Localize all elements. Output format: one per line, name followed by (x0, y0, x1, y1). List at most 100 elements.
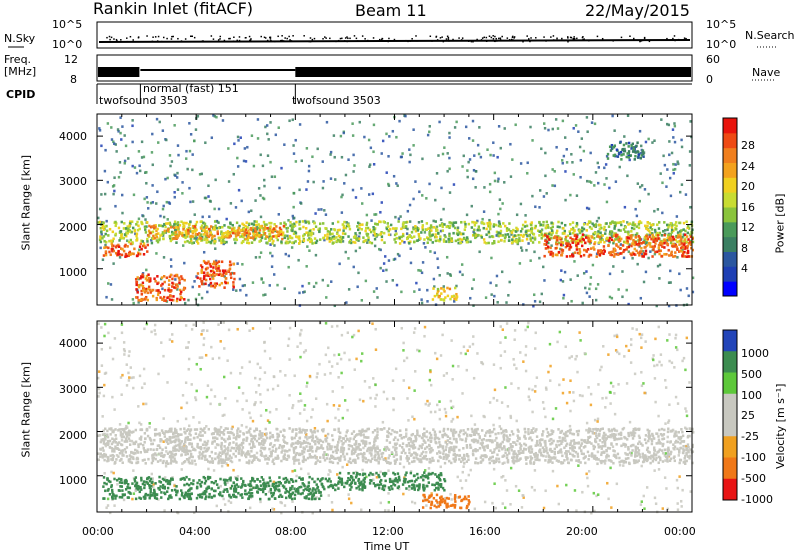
echo-cell (132, 252, 135, 256)
echo-cell (330, 325, 334, 328)
echo-cell (177, 435, 180, 438)
echo-cell (184, 417, 188, 421)
echo-cell (392, 438, 396, 442)
echo-cell (178, 281, 181, 284)
echo-cell (440, 292, 443, 295)
echo-cell (653, 252, 657, 256)
nsky-point (349, 37, 351, 40)
echo-cell (460, 263, 464, 266)
echo-cell (551, 127, 554, 131)
echo-cell (202, 276, 206, 280)
echo-cell (319, 222, 322, 226)
echo-cell (226, 463, 230, 467)
echo-cell (191, 168, 194, 172)
echo-cell (477, 225, 481, 229)
echo-cell (687, 242, 690, 245)
echo-cell (534, 205, 537, 209)
echo-cell (636, 150, 639, 153)
nsky-point (171, 35, 173, 38)
echo-cell (642, 152, 645, 156)
echo-cell (630, 451, 633, 455)
echo-cell (121, 247, 124, 251)
echo-cell (540, 233, 544, 236)
echo-cell (141, 240, 145, 243)
echo-cell (190, 239, 193, 243)
echo-cell (673, 223, 677, 227)
echo-cell (441, 333, 444, 337)
echo-cell (140, 140, 144, 144)
echo-cell (504, 386, 507, 389)
echo-cell (291, 428, 295, 431)
echo-cell (533, 236, 537, 240)
echo-cell (640, 384, 644, 388)
echo-cell (538, 241, 541, 244)
echo-cell (202, 329, 205, 332)
echo-cell (593, 231, 597, 235)
echo-cell (631, 150, 635, 153)
nsky-point (116, 40, 118, 42)
echo-cell (612, 433, 616, 436)
echo-cell (396, 184, 399, 188)
echo-cell (634, 151, 637, 154)
echo-cell (217, 273, 221, 277)
echo-cell (638, 245, 641, 248)
echo-cell (503, 350, 507, 353)
echo-cell (321, 160, 324, 163)
echo-cell (120, 393, 123, 396)
echo-cell (656, 264, 660, 268)
echo-cell (450, 221, 453, 225)
nave-tick-top: 60 (706, 53, 720, 66)
echo-cell (499, 427, 503, 431)
echo-cell (231, 227, 234, 230)
echo-cell (684, 237, 687, 241)
echo-cell (217, 236, 220, 240)
echo-cell (102, 235, 106, 238)
echo-cell (555, 145, 558, 149)
echo-cell (362, 236, 365, 239)
echo-cell (191, 285, 194, 289)
echo-cell (180, 454, 183, 457)
echo-cell (332, 134, 336, 137)
echo-cell (194, 463, 197, 466)
echo-cell (608, 295, 612, 299)
echo-cell (632, 146, 636, 149)
echo-cell (227, 510, 230, 513)
echo-cell (363, 440, 366, 443)
echo-cell (413, 417, 416, 421)
echo-cell (358, 429, 361, 433)
echo-cell (356, 225, 359, 228)
echo-cell (343, 351, 346, 355)
echo-cell (459, 479, 462, 482)
echo-cell (391, 279, 394, 282)
echo-cell (122, 435, 126, 439)
echo-cell (347, 158, 350, 161)
echo-cell (213, 234, 216, 238)
echo-cell (442, 374, 446, 377)
echo-cell (509, 416, 513, 420)
echo-cell (104, 250, 108, 253)
echo-cell (136, 276, 139, 279)
echo-cell (369, 459, 373, 463)
echo-cell (263, 223, 267, 227)
echo-cell (181, 181, 184, 184)
echo-cell (406, 397, 409, 400)
echo-cell (482, 222, 486, 226)
echo-cell (676, 231, 680, 234)
echo-cell (210, 237, 214, 240)
echo-cell (147, 229, 151, 233)
echo-cell (685, 220, 688, 224)
echo-cell (141, 298, 145, 301)
echo-cell (221, 238, 225, 241)
echo-cell (117, 455, 120, 458)
nsky-point (146, 35, 148, 37)
echo-cell (166, 218, 169, 221)
echo-cell (471, 452, 475, 455)
echo-cell (303, 233, 306, 236)
echo-cell (114, 204, 117, 208)
echo-cell (672, 237, 676, 241)
echo-cell (297, 399, 300, 403)
echo-cell (483, 500, 487, 504)
cpid-mode-2: normal (fast) 151 (143, 82, 239, 95)
echo-cell (119, 131, 122, 135)
echo-cell (641, 149, 645, 152)
